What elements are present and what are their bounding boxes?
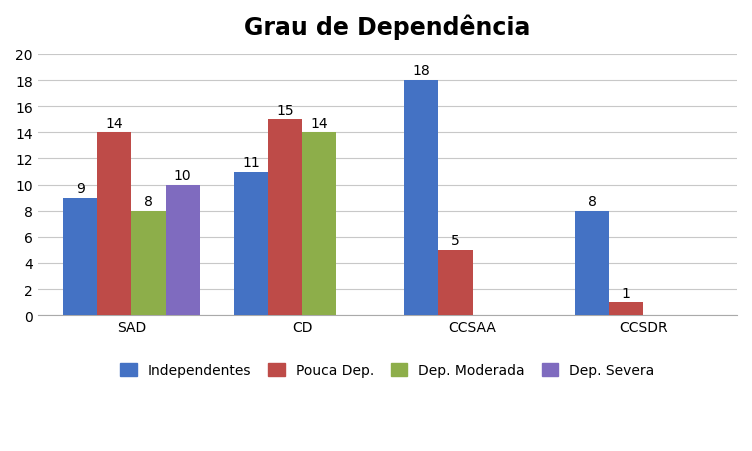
Text: 18: 18	[413, 64, 430, 78]
Text: 15: 15	[276, 103, 294, 117]
Text: 1: 1	[622, 286, 631, 300]
Bar	[63, 198, 97, 316]
Bar	[165, 185, 200, 316]
Bar	[405, 81, 438, 316]
Bar	[132, 211, 165, 316]
Bar	[302, 133, 336, 316]
Text: 14: 14	[311, 116, 328, 130]
Text: 14: 14	[105, 116, 123, 130]
Bar	[268, 120, 302, 316]
Bar	[97, 133, 132, 316]
Text: 8: 8	[587, 195, 596, 209]
Text: 9: 9	[76, 182, 85, 196]
Legend: Independentes, Pouca Dep., Dep. Moderada, Dep. Severa: Independentes, Pouca Dep., Dep. Moderada…	[113, 356, 662, 384]
Bar	[609, 303, 643, 316]
Bar	[234, 172, 268, 316]
Text: 11: 11	[242, 156, 259, 170]
Text: 8: 8	[144, 195, 153, 209]
Bar	[438, 250, 472, 316]
Text: 10: 10	[174, 169, 192, 183]
Title: Grau de Dependência: Grau de Dependência	[244, 15, 530, 41]
Bar	[575, 211, 609, 316]
Text: 5: 5	[451, 234, 460, 248]
